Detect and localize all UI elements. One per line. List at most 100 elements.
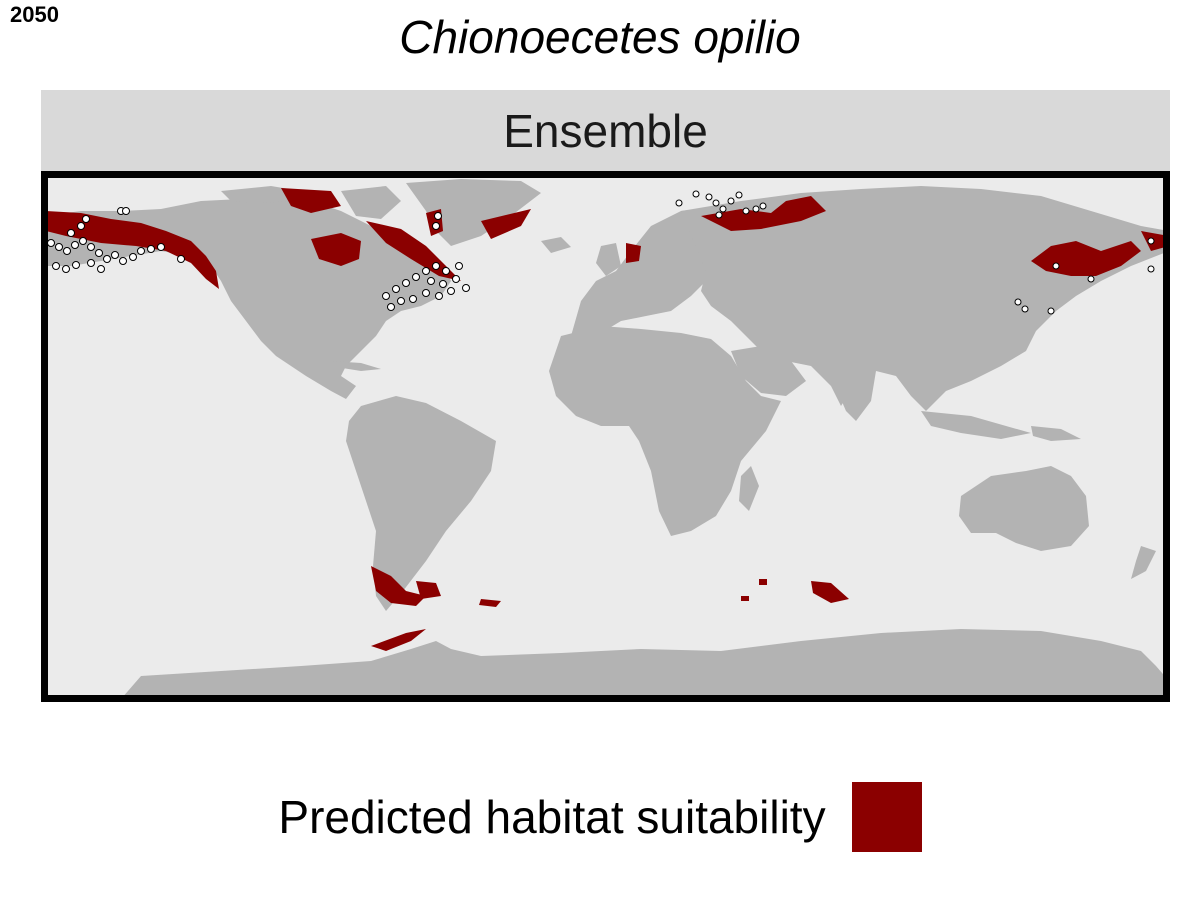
occurrence-point	[447, 287, 455, 295]
occurrence-point	[392, 285, 400, 293]
habitat-subantarctic-2	[741, 596, 749, 601]
occurrence-point	[409, 295, 417, 303]
legend-swatch	[851, 782, 922, 852]
occurrence-point	[87, 243, 95, 251]
occurrence-point	[129, 253, 137, 261]
antarctica	[41, 629, 1169, 702]
occurrence-point	[727, 197, 735, 205]
occurrence-point	[79, 237, 87, 245]
occurrence-point	[67, 229, 75, 237]
occurrence-point	[87, 259, 95, 267]
habitat-norway	[626, 243, 641, 263]
occurrence-point	[1021, 305, 1029, 313]
occurrence-point	[52, 262, 60, 270]
occurrence-point	[692, 190, 700, 198]
occurrence-point	[397, 297, 405, 305]
occurrence-point	[122, 207, 130, 215]
occurrence-point	[452, 275, 460, 283]
occurrence-point	[47, 239, 55, 247]
species-title: Chionoecetes opilio	[399, 11, 801, 63]
occurrence-point	[742, 207, 750, 215]
occurrence-point	[387, 303, 395, 311]
occurrence-point	[95, 249, 103, 257]
occurrence-point	[675, 199, 683, 207]
suitable-habitat	[46, 188, 1169, 651]
occurrence-point	[157, 243, 165, 251]
occurrence-point	[435, 292, 443, 300]
habitat-bering-alaska	[46, 211, 219, 289]
occurrence-point	[439, 280, 447, 288]
habitat-hudson-bay	[311, 233, 361, 266]
occurrence-point	[432, 222, 440, 230]
habitat-kerguelen	[811, 581, 849, 603]
occurrence-point	[382, 292, 390, 300]
occurrence-point	[422, 267, 430, 275]
baffin-island	[341, 186, 401, 219]
occurrence-point	[137, 247, 145, 255]
occurrence-point	[412, 273, 420, 281]
occurrence-point	[177, 255, 185, 263]
south-america	[346, 396, 496, 611]
occurrence-points	[47, 190, 1155, 315]
legend: Predicted habitat suitability	[0, 782, 1200, 852]
occurrence-point	[752, 205, 760, 213]
occurrence-point	[82, 215, 90, 223]
habitat-patagonia	[371, 566, 426, 606]
arctic-islands	[221, 186, 301, 203]
iceland	[541, 237, 571, 253]
habitat-canada-arctic	[281, 188, 341, 213]
occurrence-point	[422, 289, 430, 297]
legend-label: Predicted habitat suitability	[278, 791, 826, 843]
habitat-falklands	[416, 581, 441, 599]
habitat-east-asia-coast	[1141, 231, 1169, 251]
new-zealand	[1131, 546, 1156, 579]
occurrence-point	[55, 243, 63, 251]
occurrence-point	[111, 251, 119, 259]
india	[831, 371, 876, 421]
occurrence-point	[432, 262, 440, 270]
occurrence-point	[759, 202, 767, 210]
occurrence-point	[715, 211, 723, 219]
occurrence-point	[719, 205, 727, 213]
occurrence-point	[97, 265, 105, 273]
land-masses	[41, 179, 1169, 702]
occurrence-point	[1147, 265, 1155, 273]
habitat-barents	[701, 196, 826, 231]
world-map	[41, 171, 1170, 702]
occurrence-point	[1047, 307, 1055, 315]
madagascar	[739, 466, 759, 511]
occurrence-point	[71, 241, 79, 249]
occurrence-point	[1087, 275, 1095, 283]
occurrence-point	[442, 267, 450, 275]
occurrence-point	[62, 265, 70, 273]
occurrence-point	[462, 284, 470, 292]
habitat-antarctic-peninsula	[371, 629, 426, 651]
asia	[681, 186, 1169, 411]
habitat-south-georgia	[479, 599, 501, 607]
british-isles	[596, 243, 621, 276]
australia	[959, 466, 1089, 551]
occurrence-point	[103, 255, 111, 263]
occurrence-point	[119, 257, 127, 265]
occurrence-point	[72, 261, 80, 269]
occurrence-point	[1147, 237, 1155, 245]
africa	[549, 326, 781, 536]
facet-strip-label: Ensemble	[503, 104, 708, 157]
occurrence-point	[455, 262, 463, 270]
occurrence-point	[402, 279, 410, 287]
map-frame	[41, 171, 1170, 702]
year-label: 2050	[10, 2, 59, 27]
occurrence-point	[147, 245, 155, 253]
occurrence-point	[1014, 298, 1022, 306]
indonesia	[921, 411, 1031, 439]
occurrence-point	[735, 191, 743, 199]
arabia	[731, 346, 806, 396]
occurrence-point	[434, 212, 442, 220]
facet-strip: Ensemble	[41, 90, 1170, 171]
new-guinea	[1031, 426, 1081, 441]
occurrence-point	[705, 193, 713, 201]
occurrence-point	[712, 199, 720, 207]
occurrence-point	[427, 277, 435, 285]
occurrence-point	[1052, 262, 1060, 270]
cuba	[331, 361, 381, 371]
